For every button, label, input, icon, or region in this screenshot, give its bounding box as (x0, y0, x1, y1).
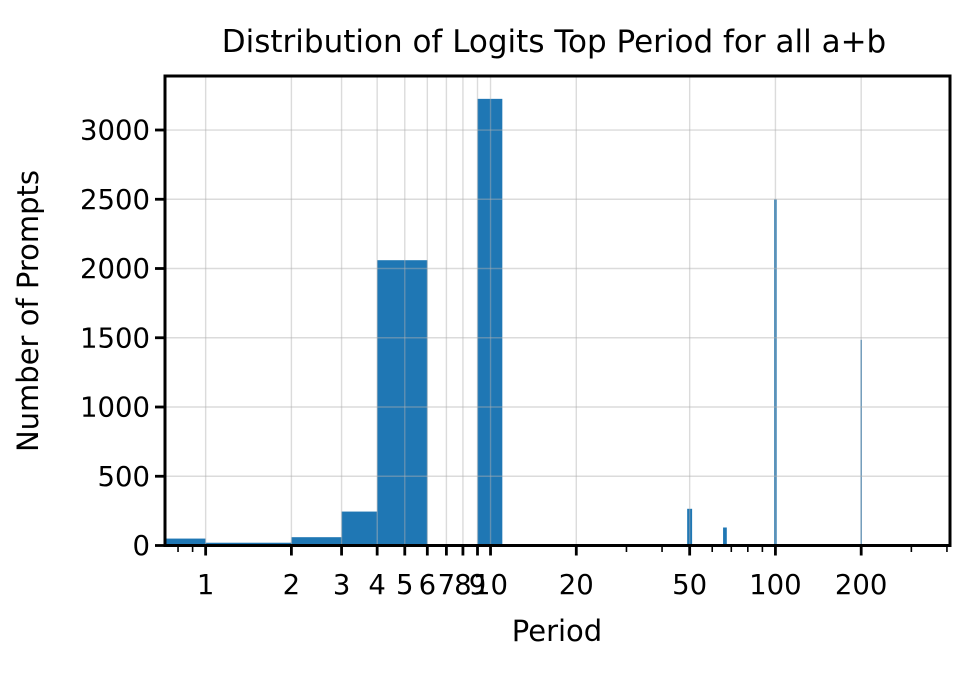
x-tick-label: 7 (438, 569, 456, 601)
y-axis-label: Number of Prompts (11, 170, 45, 452)
histogram-bar (687, 508, 693, 546)
bars-layer (165, 98, 862, 546)
histogram-bar (860, 339, 862, 546)
x-tick-label: 4 (368, 569, 386, 601)
y-tick-label: 500 (98, 461, 151, 493)
histogram-bar (774, 199, 777, 546)
y-tick-label: 1000 (80, 392, 150, 424)
histogram-bar (341, 511, 378, 546)
x-tick-label: 3 (333, 569, 351, 601)
plot-border (163, 74, 952, 547)
y-tick-label: 3000 (80, 115, 150, 147)
chart-title: Distribution of Logits Top Period for al… (222, 24, 886, 60)
y-tick-label: 2500 (80, 184, 150, 216)
x-tick-label: 100 (749, 569, 802, 601)
histogram-bar (477, 98, 503, 546)
y-tick-label: 2000 (80, 253, 150, 285)
x-tick-label: 20 (559, 569, 594, 601)
x-tick-label: 10 (473, 569, 508, 601)
histogram-bar (291, 537, 342, 546)
x-tick-label: 9 (469, 569, 487, 601)
grid-layer (166, 77, 949, 544)
histogram-bar (377, 260, 428, 546)
x-tick-label: 5 (396, 569, 414, 601)
histogram-bar (165, 538, 206, 546)
y-tick-label: 1500 (80, 322, 150, 354)
histogram-bar (723, 527, 727, 546)
x-tick-label: 50 (672, 569, 707, 601)
x-tick-label: 2 (283, 569, 301, 601)
x-tick-label: 8 (454, 569, 472, 601)
y-tick-label: 0 (133, 530, 151, 562)
x-tick-label: 1 (197, 569, 215, 601)
x-axis-label: Period (512, 614, 602, 648)
x-tick-label: 200 (835, 569, 888, 601)
x-tick-label: 6 (419, 569, 437, 601)
